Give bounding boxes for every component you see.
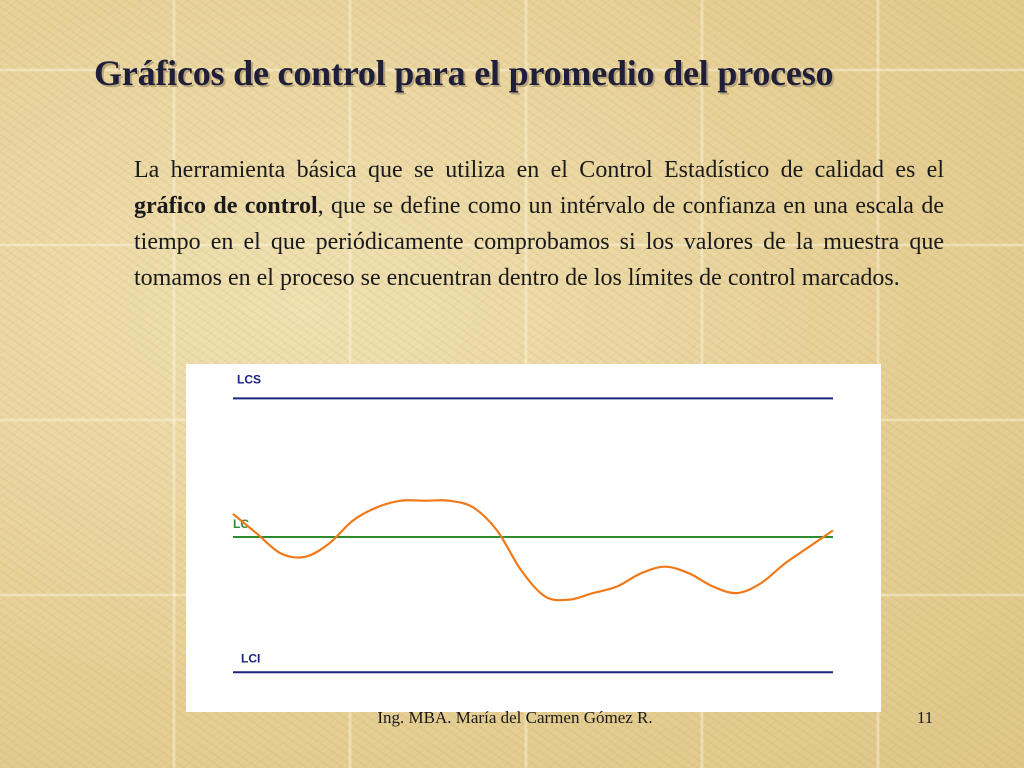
control-chart-svg: LCS LC LCI [232,372,834,674]
lc-label: LC [233,517,249,531]
lci-label: LCI [241,651,260,665]
slide-title: Gráficos de control para el promedio del… [94,53,834,93]
control-chart: LCS LC LCI [186,364,881,712]
paragraph-bold-term: gráfico de control [134,193,318,219]
process-mean-series-line [232,499,834,602]
paragraph-text-before: La herramienta básica que se utiliza en … [134,157,944,183]
body-paragraph: La herramienta básica que se utiliza en … [134,152,944,296]
footer-author: Ing. MBA. María del Carmen Gómez R. [377,708,653,727]
paragraph-text-after: , que se define como un intérvalo de con… [134,193,944,291]
lcs-label: LCS [237,372,261,386]
footer-page-number: 11 [916,708,934,727]
